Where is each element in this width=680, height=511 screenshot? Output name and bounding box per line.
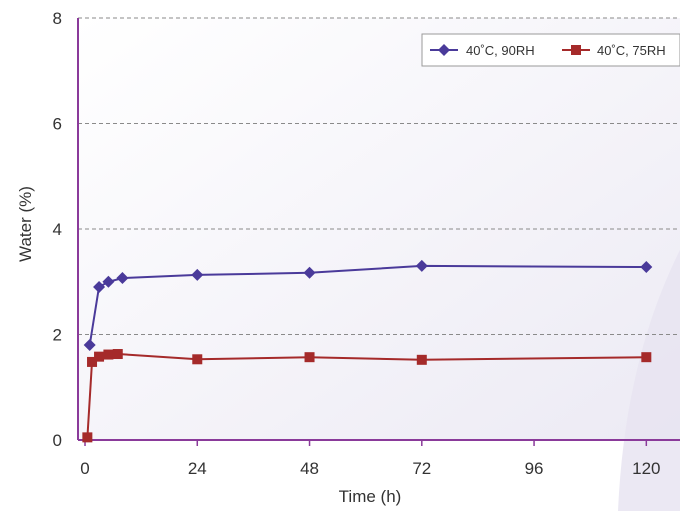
x-tick-label-0: 0 bbox=[80, 459, 89, 478]
data-point-75rh-6 bbox=[304, 352, 315, 363]
data-point-75rh-2 bbox=[94, 351, 105, 362]
data-point-90rh-7 bbox=[640, 260, 653, 273]
data-point-75rh-3 bbox=[103, 349, 114, 360]
y-axis-title: Water (%) bbox=[16, 186, 35, 262]
legend-label-90rh: 40˚C, 90RH bbox=[466, 43, 535, 58]
y-tick-label-4: 4 bbox=[53, 220, 62, 239]
y-tick-label-6: 6 bbox=[53, 115, 62, 134]
data-point-90rh-0 bbox=[83, 339, 96, 352]
y-tick-label-0: 0 bbox=[53, 431, 62, 450]
data-point-75rh-1 bbox=[87, 356, 98, 367]
data-point-90rh-1 bbox=[93, 281, 106, 294]
data-point-75rh-8 bbox=[641, 352, 652, 363]
data-point-90rh-6 bbox=[415, 259, 428, 272]
legend-box bbox=[421, 33, 680, 67]
x-tick-label-120: 120 bbox=[632, 459, 660, 478]
data-point-75rh-4 bbox=[112, 349, 123, 360]
data-point-75rh-5 bbox=[192, 354, 203, 365]
legend-square-marker bbox=[571, 45, 581, 55]
decorative-swoosh bbox=[618, 250, 680, 511]
legend-diamond-marker bbox=[438, 44, 450, 56]
x-tick-label-96: 96 bbox=[525, 459, 544, 478]
y-tick-label-2: 2 bbox=[53, 326, 62, 345]
axes bbox=[77, 18, 680, 441]
y-tick-label-8: 8 bbox=[53, 9, 62, 28]
x-axis-title: Time (h) bbox=[339, 487, 402, 506]
data-point-90rh-2 bbox=[102, 275, 115, 288]
x-tick-label-24: 24 bbox=[188, 459, 207, 478]
gridlines bbox=[78, 17, 680, 335]
x-tick-label-48: 48 bbox=[300, 459, 319, 478]
data-point-75rh-0 bbox=[82, 432, 93, 443]
data-point-90rh-3 bbox=[116, 272, 129, 285]
data-point-75rh-7 bbox=[416, 354, 427, 365]
data-point-90rh-4 bbox=[191, 268, 204, 281]
series-markers bbox=[82, 259, 653, 443]
data-point-90rh-5 bbox=[303, 266, 316, 279]
legend: 40˚C, 90RH 40˚C, 75RH bbox=[421, 33, 680, 67]
x-tick-label-72: 72 bbox=[412, 459, 431, 478]
legend-label-75rh: 40˚C, 75RH bbox=[597, 43, 666, 58]
